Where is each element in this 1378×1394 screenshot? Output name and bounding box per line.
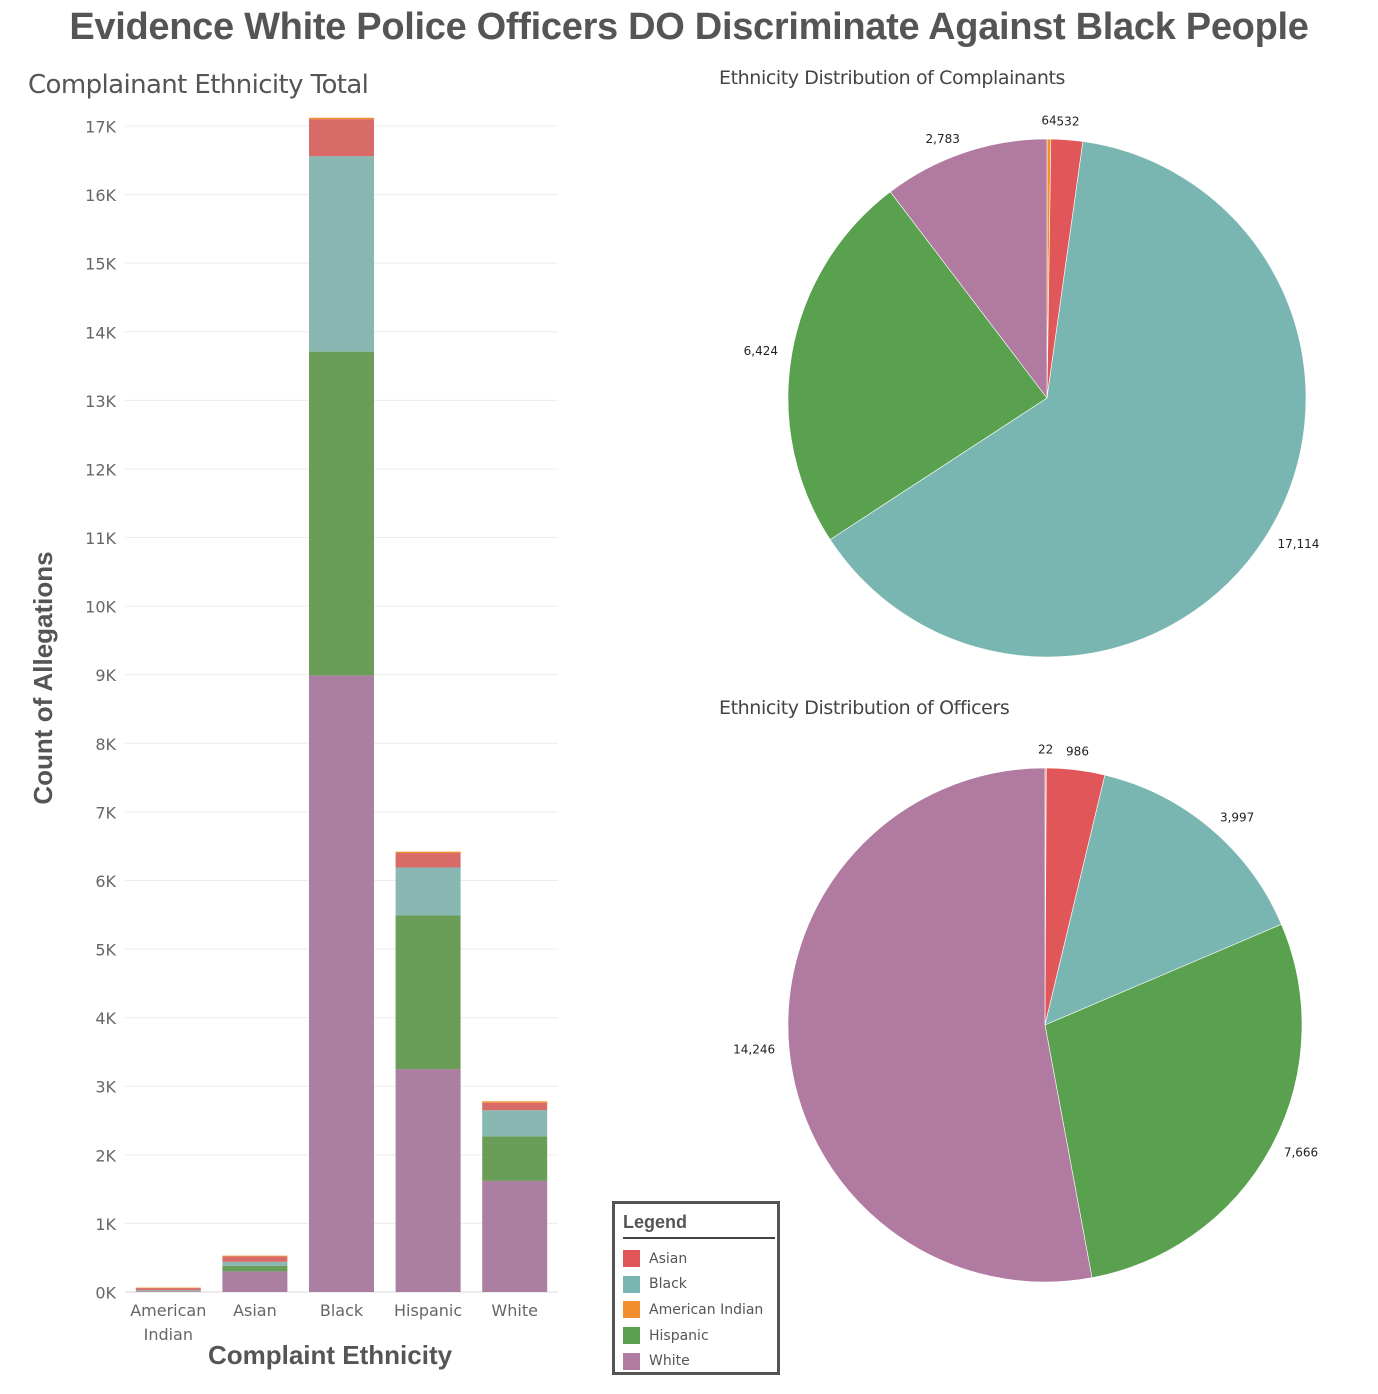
y-tick-label: 15K <box>85 255 116 274</box>
legend-item-black: Black <box>623 1272 777 1298</box>
legend-label-black: Black <box>649 1276 687 1293</box>
x-tick-label: Indian <box>144 1325 193 1344</box>
y-tick-label: 14K <box>85 323 116 342</box>
legend-swatch-black <box>623 1275 640 1293</box>
pie-label-black: 3,997 <box>1220 811 1254 825</box>
pie-slice-black[interactable] <box>1044 774 1282 1026</box>
legend-label-american-indian: American Indian <box>649 1301 764 1318</box>
bar-segment-asian-american-indian[interactable] <box>222 1255 288 1257</box>
bar-segment-white-black[interactable] <box>482 1110 548 1137</box>
pie-label-hispanic: 7,666 <box>1284 1146 1318 1160</box>
y-tick-label: 8K <box>95 735 116 754</box>
bar-y-axis-label: Count of Allegations <box>28 551 58 804</box>
x-tick-label: Asian <box>233 1301 277 1320</box>
legend-item-white: White <box>623 1348 777 1374</box>
bar-segment-hispanic-white[interactable] <box>395 1069 461 1292</box>
complainants-pie-title: Ethnicity Distribution of Complainants <box>719 67 1066 89</box>
bar-segment-white-american-indian[interactable] <box>482 1101 548 1103</box>
pie-label-white: 14,246 <box>733 1042 775 1056</box>
bar-segment-asian-white[interactable] <box>222 1271 288 1292</box>
pie-label-asian: 986 <box>1066 744 1089 758</box>
bar-segment-white-asian[interactable] <box>482 1102 548 1111</box>
pie-label-american-indian: 22 <box>1038 743 1053 757</box>
legend-swatch-hispanic <box>623 1327 640 1345</box>
x-tick-label: Hispanic <box>394 1301 462 1320</box>
legend: Legend Asian Black American Indian Hispa… <box>612 1201 780 1375</box>
x-tick-label: White <box>491 1301 538 1320</box>
pie-label-asian: 532 <box>1057 114 1080 128</box>
y-tick-label: 3K <box>95 1078 116 1097</box>
y-tick-label: 5K <box>95 941 116 960</box>
legend-title: Legend <box>623 1212 775 1239</box>
x-tick-label: American <box>130 1301 206 1320</box>
bar-segment-asian-black[interactable] <box>222 1261 288 1266</box>
legend-item-hispanic: Hispanic <box>623 1323 777 1349</box>
y-tick-label: 11K <box>85 529 116 548</box>
pie-label-white: 2,783 <box>926 132 960 146</box>
bar-segment-black-white[interactable] <box>309 675 374 1292</box>
bar-segment-american-indian-asian[interactable] <box>135 1288 201 1291</box>
pie-slice-black[interactable] <box>829 141 1307 658</box>
pie-label-american-indian: 64 <box>1041 114 1056 128</box>
y-tick-label: 9K <box>95 666 116 685</box>
y-tick-label: 4K <box>95 1009 116 1028</box>
bar-segment-american-indian-white[interactable] <box>135 1291 201 1292</box>
x-tick-label: Black <box>320 1301 364 1320</box>
bar-segment-asian-hispanic[interactable] <box>222 1265 288 1272</box>
bar-segment-hispanic-american-indian[interactable] <box>395 851 461 854</box>
pie-label-hispanic: 6,424 <box>744 344 778 358</box>
bar-x-axis-label: Complaint Ethnicity <box>208 1340 453 1370</box>
bar-segment-asian-asian[interactable] <box>222 1256 288 1262</box>
bar-segment-hispanic-asian[interactable] <box>395 853 461 868</box>
bar-segment-black-hispanic[interactable] <box>309 351 374 676</box>
pie-slice-hispanic[interactable] <box>1044 923 1303 1279</box>
y-tick-label: 16K <box>85 186 116 205</box>
pie-label-black: 17,114 <box>1277 537 1319 551</box>
y-tick-label: 1K <box>95 1215 116 1234</box>
pie-slice-white[interactable] <box>889 138 1048 399</box>
legend-swatch-american-indian <box>623 1301 640 1319</box>
bar-y-tick-labels: 0K 1K 2K 3K 4K 5K 6K 7K 8K 9K 10K 11K 12K 13K 14K 15K 16… <box>85 118 116 1303</box>
complainants-pie: 64 532 17,114 6,424 2,783 <box>744 114 1319 658</box>
legend-label-asian: Asian <box>649 1250 688 1267</box>
legend-label-hispanic: Hispanic <box>649 1327 709 1344</box>
legend-swatch-asian <box>623 1250 640 1268</box>
legend-label-white: White <box>649 1353 690 1370</box>
y-tick-label: 6K <box>95 872 116 891</box>
bar-segment-white-white[interactable] <box>482 1180 548 1292</box>
bar-segment-hispanic-hispanic[interactable] <box>395 915 461 1070</box>
officers-pie: 22 986 3,997 7,666 14,246 <box>733 743 1318 1283</box>
y-tick-label: 12K <box>85 460 116 479</box>
bar-segment-black-black[interactable] <box>309 156 374 352</box>
bar-segment-american-indian-black[interactable] <box>135 1290 201 1292</box>
y-tick-label: 2K <box>95 1146 116 1165</box>
legend-item-asian: Asian <box>623 1246 777 1272</box>
y-tick-label: 0K <box>95 1284 116 1303</box>
pie-slice-hispanic[interactable] <box>787 191 1048 541</box>
bar-segment-hispanic-black[interactable] <box>395 867 461 916</box>
legend-swatch-white <box>623 1352 640 1370</box>
page-title: Evidence White Police Officers DO Discri… <box>69 6 1309 48</box>
y-tick-label: 17K <box>85 118 116 137</box>
officers-pie-title: Ethnicity Distribution of Officers <box>719 697 1010 719</box>
y-tick-label: 10K <box>85 598 116 617</box>
pie-slice-white[interactable] <box>787 767 1093 1283</box>
bar-segment-black-asian[interactable] <box>309 119 374 157</box>
bar-x-tick-labels: American Indian Asian Black Hispanic White <box>130 1301 538 1344</box>
y-tick-label: 13K <box>85 392 116 411</box>
bar-segment-white-hispanic[interactable] <box>482 1136 548 1181</box>
bar-marks <box>135 117 548 1292</box>
legend-item-american-indian: American Indian <box>623 1297 777 1323</box>
y-tick-label: 7K <box>95 803 116 822</box>
bar-chart-title: Complainant Ethnicity Total <box>28 70 369 100</box>
bar-segment-black-american-indian[interactable] <box>309 117 374 120</box>
